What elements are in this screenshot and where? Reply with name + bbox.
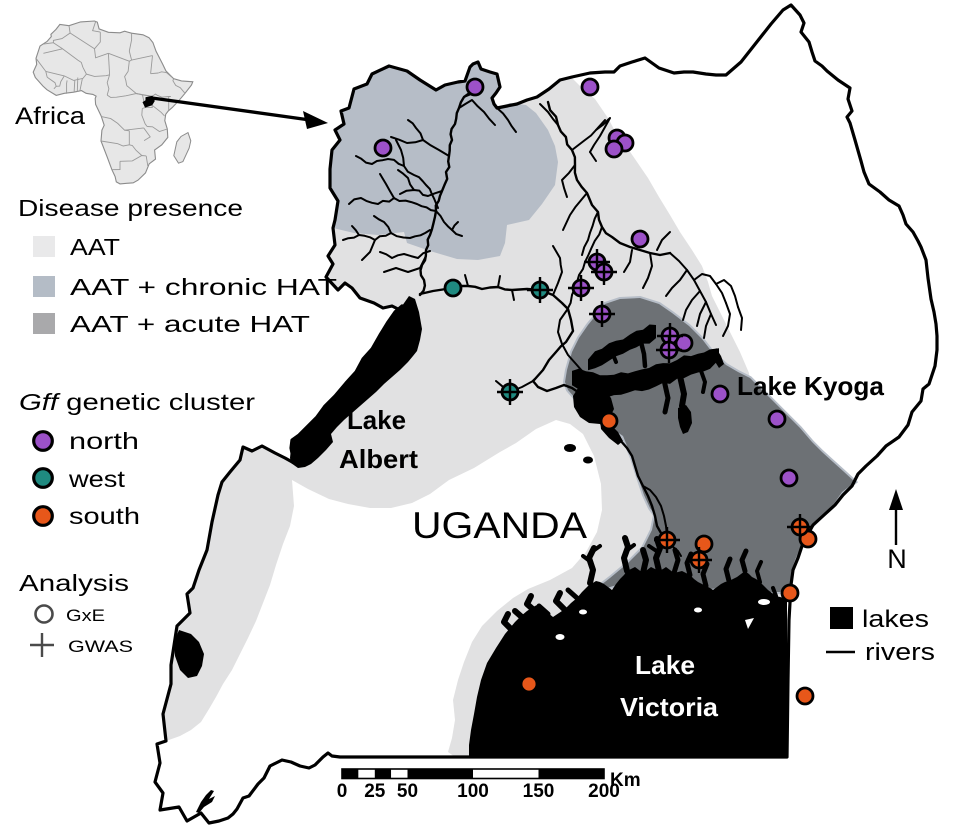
svg-text:AAT: AAT — [70, 234, 120, 260]
svg-text:N: N — [887, 544, 907, 574]
svg-text:Lake: Lake — [635, 650, 695, 680]
svg-text:Lake: Lake — [347, 405, 406, 435]
svg-text:GWAS: GWAS — [68, 637, 133, 656]
svg-text:Lake Kyoga: Lake Kyoga — [737, 371, 885, 401]
svg-text:Gff genetic cluster: Gff genetic cluster — [19, 389, 255, 415]
svg-text:rivers: rivers — [865, 639, 935, 666]
svg-text:Africa: Africa — [15, 103, 86, 130]
svg-text:200: 200 — [588, 781, 620, 802]
svg-text:AAT + chronic HAT: AAT + chronic HAT — [70, 274, 337, 300]
svg-text:west: west — [68, 466, 126, 492]
svg-text:Albert: Albert — [339, 444, 418, 474]
svg-text:Analysis: Analysis — [19, 570, 129, 596]
svg-text:100: 100 — [457, 781, 489, 802]
svg-text:AAT + acute HAT: AAT + acute HAT — [70, 311, 310, 337]
svg-text:Victoria: Victoria — [620, 692, 719, 722]
svg-text:GxE: GxE — [66, 606, 105, 625]
svg-text:150: 150 — [523, 781, 555, 802]
svg-text:Km: Km — [610, 770, 641, 791]
svg-text:north: north — [69, 428, 139, 454]
svg-text:25: 25 — [364, 781, 386, 802]
svg-text:Disease presence: Disease presence — [18, 195, 243, 221]
svg-text:UGANDA: UGANDA — [412, 505, 587, 546]
svg-text:lakes: lakes — [862, 606, 929, 633]
svg-text:50: 50 — [397, 781, 418, 802]
svg-text:0: 0 — [337, 781, 348, 802]
svg-text:south: south — [69, 503, 140, 529]
